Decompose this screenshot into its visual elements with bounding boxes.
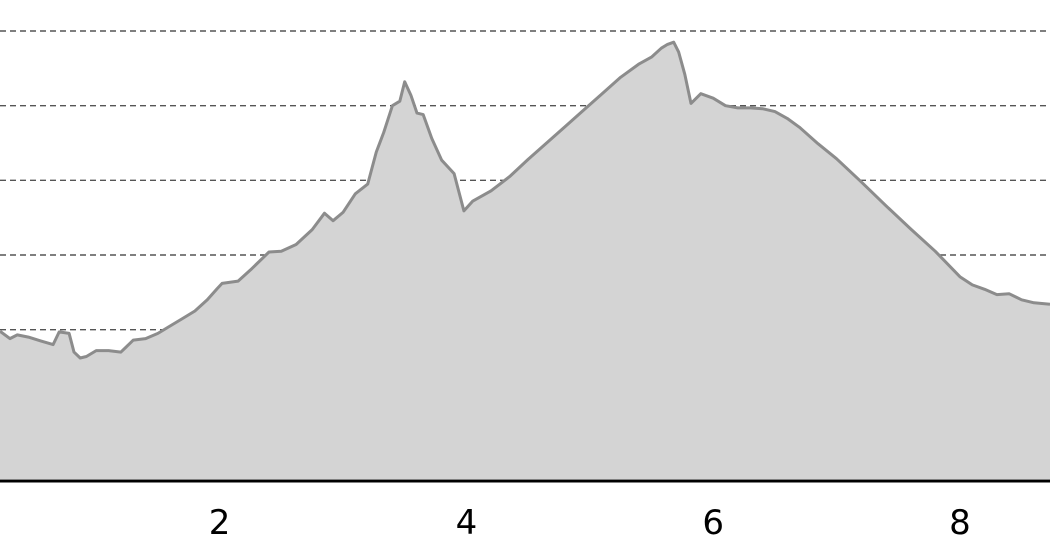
x-tick-labels: 2 4 6 8 <box>209 503 971 543</box>
elevation-area-fill <box>0 42 1050 479</box>
series-group <box>0 40 1050 479</box>
x-tick-label: 6 <box>702 503 724 543</box>
x-tick-label: 4 <box>456 503 478 543</box>
elevation-line <box>0 40 1050 360</box>
x-tick-label: 8 <box>949 503 971 543</box>
x-tick-label: 2 <box>209 503 231 543</box>
